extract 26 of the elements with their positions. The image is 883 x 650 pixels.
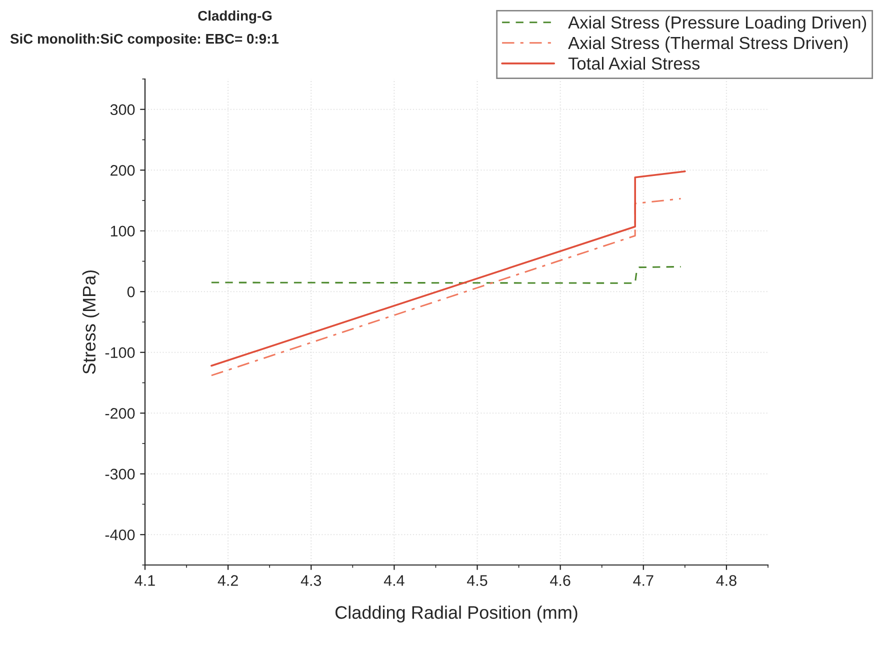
- x-axis-title: Cladding Radial Position (mm): [336, 606, 578, 622]
- legend-label: Total Axial Stress: [568, 56, 700, 70]
- x-tick-label: 4.5: [467, 575, 488, 586]
- y-tick-label: 100: [110, 226, 135, 237]
- x-tick-label: 4.8: [716, 575, 736, 586]
- y-tick-label: -400: [105, 529, 135, 540]
- legend-label: Axial Stress (Thermal Stress Driven): [568, 36, 848, 53]
- x-tick-label: 4.3: [300, 575, 322, 586]
- x-tick-label: 4.1: [134, 575, 155, 586]
- line-series: [210, 198, 682, 376]
- y-tick-label: -200: [105, 408, 135, 419]
- y-tick-label: 0: [127, 286, 135, 298]
- chart-title: Cladding-G: [198, 10, 272, 24]
- y-tick-label: -100: [105, 347, 135, 358]
- y-tick-label: 200: [110, 164, 135, 176]
- y-tick-label: -300: [105, 468, 135, 480]
- legend-label: Axial Stress (Pressure Loading Driven): [568, 16, 866, 32]
- x-tick-label: 4.2: [218, 575, 238, 586]
- y-axis-title: Stress (MPa): [82, 270, 100, 374]
- chart-subtitle: SiC monolith:SiC composite: EBC= 0:9:1: [10, 34, 279, 46]
- x-tick-label: 4.7: [633, 575, 654, 586]
- y-tick-label: 300: [110, 104, 135, 116]
- x-tick-label: 4.6: [550, 575, 570, 586]
- x-tick-label: 4.4: [384, 575, 404, 586]
- line-series: [210, 170, 686, 367]
- line-series: [210, 266, 682, 284]
